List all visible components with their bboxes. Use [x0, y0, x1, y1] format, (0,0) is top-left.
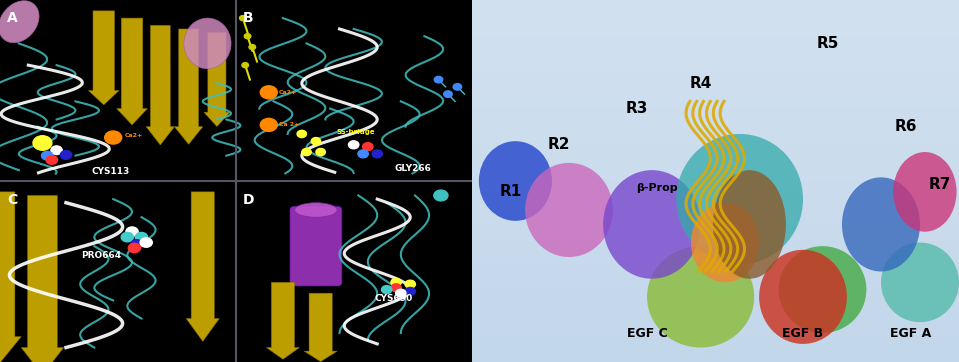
Circle shape [316, 148, 325, 156]
Circle shape [245, 34, 251, 39]
Text: β-Prop: β-Prop [636, 183, 678, 193]
Circle shape [249, 45, 256, 50]
Circle shape [121, 232, 133, 242]
Circle shape [135, 232, 148, 242]
Circle shape [454, 84, 461, 90]
Circle shape [260, 86, 277, 99]
Text: CYS690: CYS690 [375, 294, 413, 303]
FancyBboxPatch shape [290, 206, 341, 286]
FancyArrow shape [304, 293, 338, 362]
Text: R1: R1 [500, 184, 522, 199]
Text: R4: R4 [690, 76, 712, 91]
Circle shape [348, 141, 359, 149]
Text: SS-bridge: SS-bridge [337, 129, 375, 135]
Text: B: B [243, 11, 253, 25]
Text: EGF B: EGF B [783, 327, 824, 340]
Text: R5: R5 [816, 36, 838, 51]
Ellipse shape [713, 170, 786, 279]
Circle shape [382, 286, 392, 294]
Text: R7: R7 [928, 177, 950, 192]
Circle shape [363, 143, 373, 151]
Circle shape [51, 146, 62, 155]
Text: EGF A: EGF A [890, 327, 931, 340]
Circle shape [312, 138, 320, 145]
FancyArrow shape [267, 282, 299, 359]
Ellipse shape [676, 134, 803, 264]
Circle shape [60, 151, 72, 159]
Text: Ca 2+: Ca 2+ [279, 122, 299, 127]
Circle shape [396, 289, 406, 297]
Circle shape [434, 76, 443, 83]
Text: R2: R2 [548, 137, 571, 152]
Text: CYS113: CYS113 [92, 168, 129, 176]
Circle shape [242, 63, 248, 68]
Text: GLY266: GLY266 [394, 164, 431, 173]
Circle shape [260, 118, 277, 131]
Circle shape [130, 240, 143, 249]
Ellipse shape [881, 243, 959, 322]
Circle shape [105, 131, 122, 144]
Ellipse shape [526, 163, 613, 257]
Circle shape [358, 150, 368, 158]
Ellipse shape [779, 246, 866, 333]
Ellipse shape [603, 170, 701, 279]
Text: C: C [7, 193, 17, 207]
Circle shape [444, 91, 453, 97]
Circle shape [433, 190, 448, 201]
Circle shape [372, 150, 383, 158]
Circle shape [405, 287, 415, 295]
FancyArrow shape [204, 33, 230, 127]
Circle shape [129, 243, 141, 253]
Ellipse shape [760, 250, 847, 344]
Circle shape [391, 284, 401, 292]
Circle shape [240, 16, 246, 21]
Text: A: A [7, 11, 18, 25]
Ellipse shape [294, 203, 338, 217]
Circle shape [33, 136, 52, 150]
FancyArrow shape [175, 29, 202, 144]
FancyArrow shape [186, 192, 220, 341]
Circle shape [46, 156, 58, 164]
Text: PRO664: PRO664 [82, 251, 122, 260]
FancyArrow shape [21, 195, 63, 362]
Ellipse shape [893, 152, 956, 232]
Circle shape [405, 280, 415, 288]
Text: Ca2+: Ca2+ [125, 133, 143, 138]
Text: D: D [243, 193, 254, 207]
Circle shape [302, 148, 312, 156]
Circle shape [140, 238, 152, 247]
Text: R6: R6 [894, 119, 917, 134]
Circle shape [41, 151, 53, 160]
Text: Ca2+: Ca2+ [279, 90, 297, 95]
Circle shape [391, 278, 401, 286]
FancyArrow shape [0, 192, 21, 362]
Ellipse shape [184, 18, 231, 69]
Circle shape [297, 130, 307, 138]
Text: EGF C: EGF C [626, 327, 667, 340]
Text: R3: R3 [626, 101, 648, 116]
Ellipse shape [647, 246, 755, 348]
Ellipse shape [0, 1, 39, 43]
FancyArrow shape [117, 18, 148, 125]
Ellipse shape [690, 203, 760, 282]
Circle shape [126, 227, 138, 236]
FancyArrow shape [88, 11, 119, 105]
FancyArrow shape [146, 25, 175, 145]
Ellipse shape [842, 177, 920, 272]
Ellipse shape [479, 141, 552, 221]
